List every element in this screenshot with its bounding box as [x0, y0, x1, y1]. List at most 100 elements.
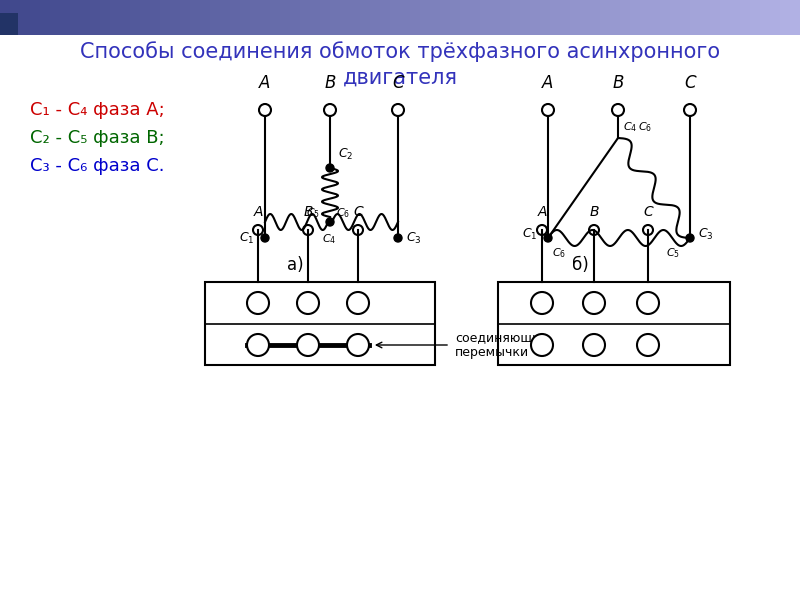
Circle shape — [583, 334, 605, 356]
Bar — [760, 0, 770, 35]
Circle shape — [297, 292, 319, 314]
Bar — [770, 0, 780, 35]
Text: C: C — [684, 74, 696, 92]
Text: $C_1$: $C_1$ — [522, 227, 538, 242]
Bar — [720, 0, 730, 35]
Text: $C_1$: $C_1$ — [535, 296, 549, 310]
Circle shape — [247, 292, 269, 314]
Bar — [60, 0, 70, 35]
Bar — [620, 0, 630, 35]
Text: $C_2$: $C_2$ — [587, 296, 601, 310]
Bar — [680, 0, 690, 35]
Bar — [20, 0, 30, 35]
Text: $C_3$: $C_3$ — [351, 296, 365, 310]
Text: $C_5$: $C_5$ — [306, 206, 320, 220]
Text: $C_6$: $C_6$ — [251, 338, 265, 352]
Bar — [740, 0, 750, 35]
Bar — [320, 0, 330, 35]
Text: двигателя: двигателя — [342, 68, 458, 88]
Bar — [750, 0, 760, 35]
Bar — [330, 0, 340, 35]
Bar — [500, 0, 510, 35]
Bar — [340, 0, 350, 35]
Circle shape — [394, 234, 402, 242]
Text: $C_1$: $C_1$ — [251, 296, 265, 310]
Circle shape — [544, 234, 552, 242]
Bar — [80, 0, 90, 35]
Bar — [180, 0, 190, 35]
Circle shape — [347, 292, 369, 314]
Bar — [190, 0, 200, 35]
Circle shape — [326, 164, 334, 172]
Bar — [260, 0, 270, 35]
Bar — [530, 0, 540, 35]
Circle shape — [637, 292, 659, 314]
Text: $C_2$: $C_2$ — [338, 147, 354, 162]
Bar — [450, 0, 460, 35]
Text: $C_4$: $C_4$ — [322, 232, 336, 246]
Bar — [390, 0, 400, 35]
Bar — [650, 0, 660, 35]
Bar — [160, 0, 170, 35]
Bar — [670, 0, 680, 35]
Bar — [0, 13, 18, 35]
Bar — [100, 0, 110, 35]
Bar — [230, 0, 240, 35]
Bar — [370, 0, 380, 35]
Bar — [560, 0, 570, 35]
Bar — [540, 0, 550, 35]
Bar — [510, 0, 520, 35]
Text: B: B — [324, 74, 336, 92]
Circle shape — [326, 218, 334, 226]
Text: C: C — [392, 74, 404, 92]
Bar — [660, 0, 670, 35]
Bar — [790, 0, 800, 35]
Text: $C_6$: $C_6$ — [638, 120, 652, 134]
Text: B: B — [590, 205, 598, 219]
Bar — [580, 0, 590, 35]
Bar — [140, 0, 150, 35]
Text: B: B — [612, 74, 624, 92]
Bar — [610, 0, 620, 35]
Bar — [220, 0, 230, 35]
Bar — [780, 0, 790, 35]
Bar — [50, 0, 60, 35]
Bar — [280, 0, 290, 35]
Bar — [460, 0, 470, 35]
Text: $C_4$: $C_4$ — [587, 338, 601, 352]
Text: $C_1$: $C_1$ — [239, 231, 254, 246]
Bar — [490, 0, 500, 35]
Bar — [240, 0, 250, 35]
Bar — [380, 0, 390, 35]
Text: A: A — [254, 205, 262, 219]
Text: $C_3$: $C_3$ — [406, 231, 422, 246]
Text: б): б) — [572, 256, 588, 274]
Bar — [470, 0, 480, 35]
Circle shape — [247, 334, 269, 356]
Text: Способы соединения обмоток трёхфазного асинхронного: Способы соединения обмоток трёхфазного а… — [80, 41, 720, 62]
Text: $C_6$: $C_6$ — [552, 246, 566, 260]
Bar — [290, 0, 300, 35]
Bar — [150, 0, 160, 35]
Text: $C_5$: $C_5$ — [351, 338, 365, 352]
Bar — [70, 0, 80, 35]
Bar — [550, 0, 560, 35]
Bar — [130, 0, 140, 35]
Circle shape — [347, 334, 369, 356]
Bar — [498, 282, 730, 365]
Bar — [300, 0, 310, 35]
Bar — [350, 0, 360, 35]
Bar — [360, 0, 370, 35]
Circle shape — [583, 292, 605, 314]
Text: A: A — [542, 74, 554, 92]
Bar — [590, 0, 600, 35]
Bar — [10, 0, 20, 35]
Bar — [40, 0, 50, 35]
Text: $C_6$: $C_6$ — [336, 206, 350, 220]
Bar — [110, 0, 120, 35]
Text: A: A — [259, 74, 270, 92]
Text: $C_5$: $C_5$ — [666, 246, 680, 260]
Bar — [700, 0, 710, 35]
Bar — [520, 0, 530, 35]
Bar — [640, 0, 650, 35]
